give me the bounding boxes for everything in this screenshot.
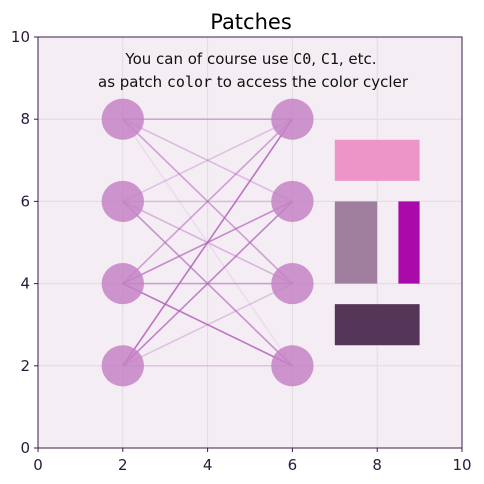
- y-tick-label: 10: [11, 28, 30, 46]
- annotation-text: to access the color cycler: [212, 73, 409, 91]
- annotation-code: C1: [321, 50, 339, 68]
- circle-patches: [101, 98, 314, 387]
- connection-line: [122, 118, 294, 367]
- annotation-code: C0: [293, 50, 311, 68]
- rectangle-patch: [334, 201, 378, 284]
- connection-line: [122, 118, 293, 203]
- annotation-text: , etc.: [339, 50, 377, 68]
- x-tick-label: 10: [452, 456, 471, 474]
- x-tick-label: 8: [372, 456, 382, 474]
- connection-line: [122, 118, 293, 203]
- circle-patch: [101, 263, 144, 305]
- x-tick-label: 4: [203, 456, 213, 474]
- y-tick-label: 6: [20, 192, 30, 210]
- axis-ticks: 0 2 4 6 8 10 0 2 4 6 8 10: [11, 28, 472, 474]
- annotation-line-1: You can of course use C0, C1, etc.: [124, 50, 376, 68]
- x-tick-label: 2: [118, 456, 128, 474]
- chart-title: Patches: [210, 10, 292, 34]
- circle-patch: [271, 180, 314, 222]
- connection-line: [122, 282, 293, 367]
- x-tick-label: 6: [288, 456, 298, 474]
- y-tick-label: 2: [20, 357, 30, 375]
- circle-patch: [271, 98, 314, 140]
- y-tick-label: 4: [20, 275, 30, 293]
- connection-line: [122, 282, 293, 367]
- connection-line: [122, 118, 293, 285]
- annotation-line-2: as patch color to access the color cycle…: [98, 73, 409, 91]
- connection-line: [122, 200, 293, 367]
- circle-patch: [271, 263, 314, 305]
- circle-patch: [101, 345, 144, 387]
- circle-patch: [101, 98, 144, 140]
- axes-frame: [37, 36, 463, 449]
- rectangle-patch: [398, 201, 420, 284]
- circle-patch: [101, 180, 144, 222]
- x-tick-label: 0: [33, 456, 43, 474]
- annotation-text: as patch: [98, 73, 167, 91]
- y-tick-label: 8: [20, 110, 30, 128]
- annotation-code: color: [167, 73, 212, 91]
- circle-patch: [271, 345, 314, 387]
- rectangle-patch: [334, 304, 420, 346]
- y-tick-label: 0: [20, 439, 30, 457]
- connection-lines: [122, 118, 294, 367]
- rectangle-patch: [334, 139, 420, 181]
- annotation-text: ,: [311, 50, 321, 68]
- annotation-text: You can of course use: [124, 50, 293, 68]
- rectangle-patches: [334, 139, 420, 346]
